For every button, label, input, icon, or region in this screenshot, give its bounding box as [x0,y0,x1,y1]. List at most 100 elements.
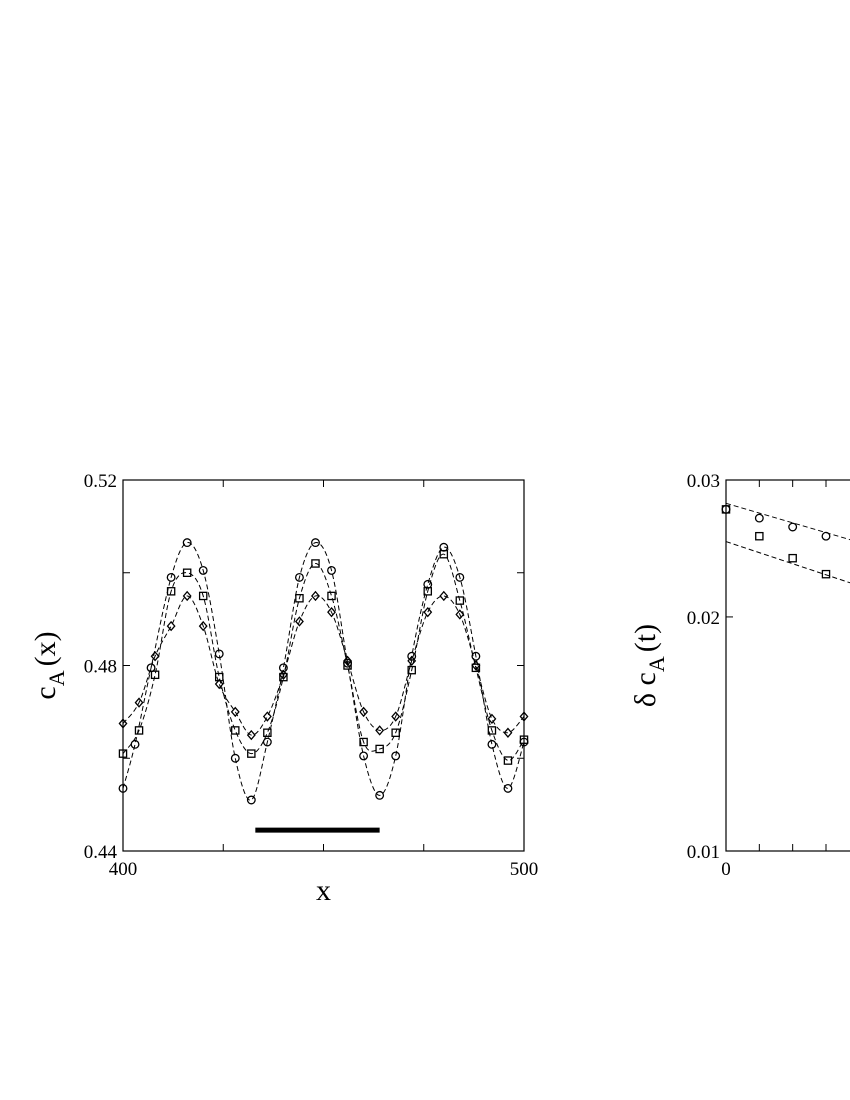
data-point-diamond [214,678,224,690]
data-point-square [407,665,416,675]
data-point-circle [311,538,320,548]
data-point-circle [503,783,513,793]
data-point-square [295,594,304,603]
data-point-square [343,661,352,670]
data-point-diamond [391,711,401,722]
y-tick-label: 0.03 [687,471,720,492]
data-point-diamond [182,590,192,602]
data-point-diamond [503,727,513,738]
data-point-diamond [118,718,128,729]
data-point-circle [391,751,401,761]
data-point-circle [278,663,288,673]
data-point-square [821,569,831,579]
data-point-square [359,737,368,747]
data-point-circle [294,572,304,582]
panel-concentration-decay: 0.01 0.02 0.03 0 δ cA (t) [629,471,850,880]
data-point-circle [246,795,256,805]
data-point-diamond [311,590,320,602]
data-point-diamond [375,725,385,736]
data-point-square [134,726,144,735]
panel-concentration-profile: 400 500 0.44 0.48 0.52 x cA (x) [29,471,538,907]
data-point-diamond [455,609,465,620]
data-point-circle [407,651,417,661]
y-tick-label: 0.44 [84,842,118,863]
data-point-diamond [487,713,497,725]
y-tick-label: 0.52 [84,471,117,492]
y-axis-label-argument: (t) [629,624,662,652]
data-point-circle [375,790,385,800]
data-point-circle [754,513,764,523]
data-point-square [423,587,433,596]
data-point-square [166,587,176,596]
y-tick-label: 0.48 [84,657,117,678]
data-point-circle [471,651,481,661]
data-point-diamond [519,711,529,722]
data-point-circle [230,753,240,763]
data-point-circle [455,572,465,582]
data-point-square [788,553,797,563]
data-point-circle [198,565,208,575]
y-tick-label: 0.01 [687,842,720,863]
data-point-circle [788,522,798,532]
data-point-square [263,728,272,737]
data-point-square [375,744,384,754]
y-axis-label-main: δ c [629,672,662,707]
x-tick-label: 0 [721,859,731,880]
y-axis-label: δ cA (t) [629,624,669,707]
fit-line-square [725,541,850,584]
data-point-circle [487,739,497,749]
data-point-diamond [343,655,353,667]
data-point-diamond [230,706,240,718]
data-point-square [231,726,240,735]
data-point-diamond [423,606,433,618]
data-point-circle [821,531,831,541]
data-point-diamond [198,620,208,632]
data-point-circle [166,572,176,582]
data-point-square [519,735,529,744]
y-axis-label-subscript: A [644,656,669,672]
data-point-circle [182,538,192,548]
series-line-square [122,553,525,762]
data-point-square [198,591,208,601]
data-point-diamond [439,590,449,602]
data-point-square [118,749,128,758]
data-point-square [721,505,731,514]
data-point-diamond [471,660,481,671]
data-point-square [471,663,481,673]
data-point-square [247,749,256,758]
y-axis-label-argument: (x) [29,631,62,666]
y-axis-label-main: c [29,686,62,699]
data-point-diamond [246,729,256,741]
plot-frame [122,479,525,852]
data-point-circle [359,751,369,761]
fit-line-circle [725,502,850,541]
data-point-diamond [150,651,160,662]
data-point-diamond [294,616,304,627]
y-tick-label: 0.02 [687,608,720,629]
data-point-square [439,549,449,559]
x-tick-label: 500 [510,859,539,880]
data-point-diamond [166,620,176,632]
data-point-circle [130,739,140,749]
data-point-square [487,726,497,735]
data-point-square [150,670,160,680]
data-point-circle [118,783,128,793]
x-axis-label: x [316,874,331,907]
data-point-square [455,596,465,605]
data-point-diamond [278,669,288,680]
data-point-square [755,531,764,541]
data-point-square [327,591,336,601]
data-point-circle [214,649,224,659]
data-point-square [391,728,400,737]
data-point-diamond [327,606,336,618]
x-tick-label: 400 [109,859,138,880]
data-point-diamond [407,655,417,667]
data-point-diamond [134,697,144,708]
data-point-square [503,756,513,765]
plot-frame [725,479,850,852]
y-axis-label: cA (x) [29,631,69,699]
data-point-diamond [359,706,369,718]
y-axis-label-subscript: A [44,670,69,686]
series-line-diamond [122,595,525,736]
